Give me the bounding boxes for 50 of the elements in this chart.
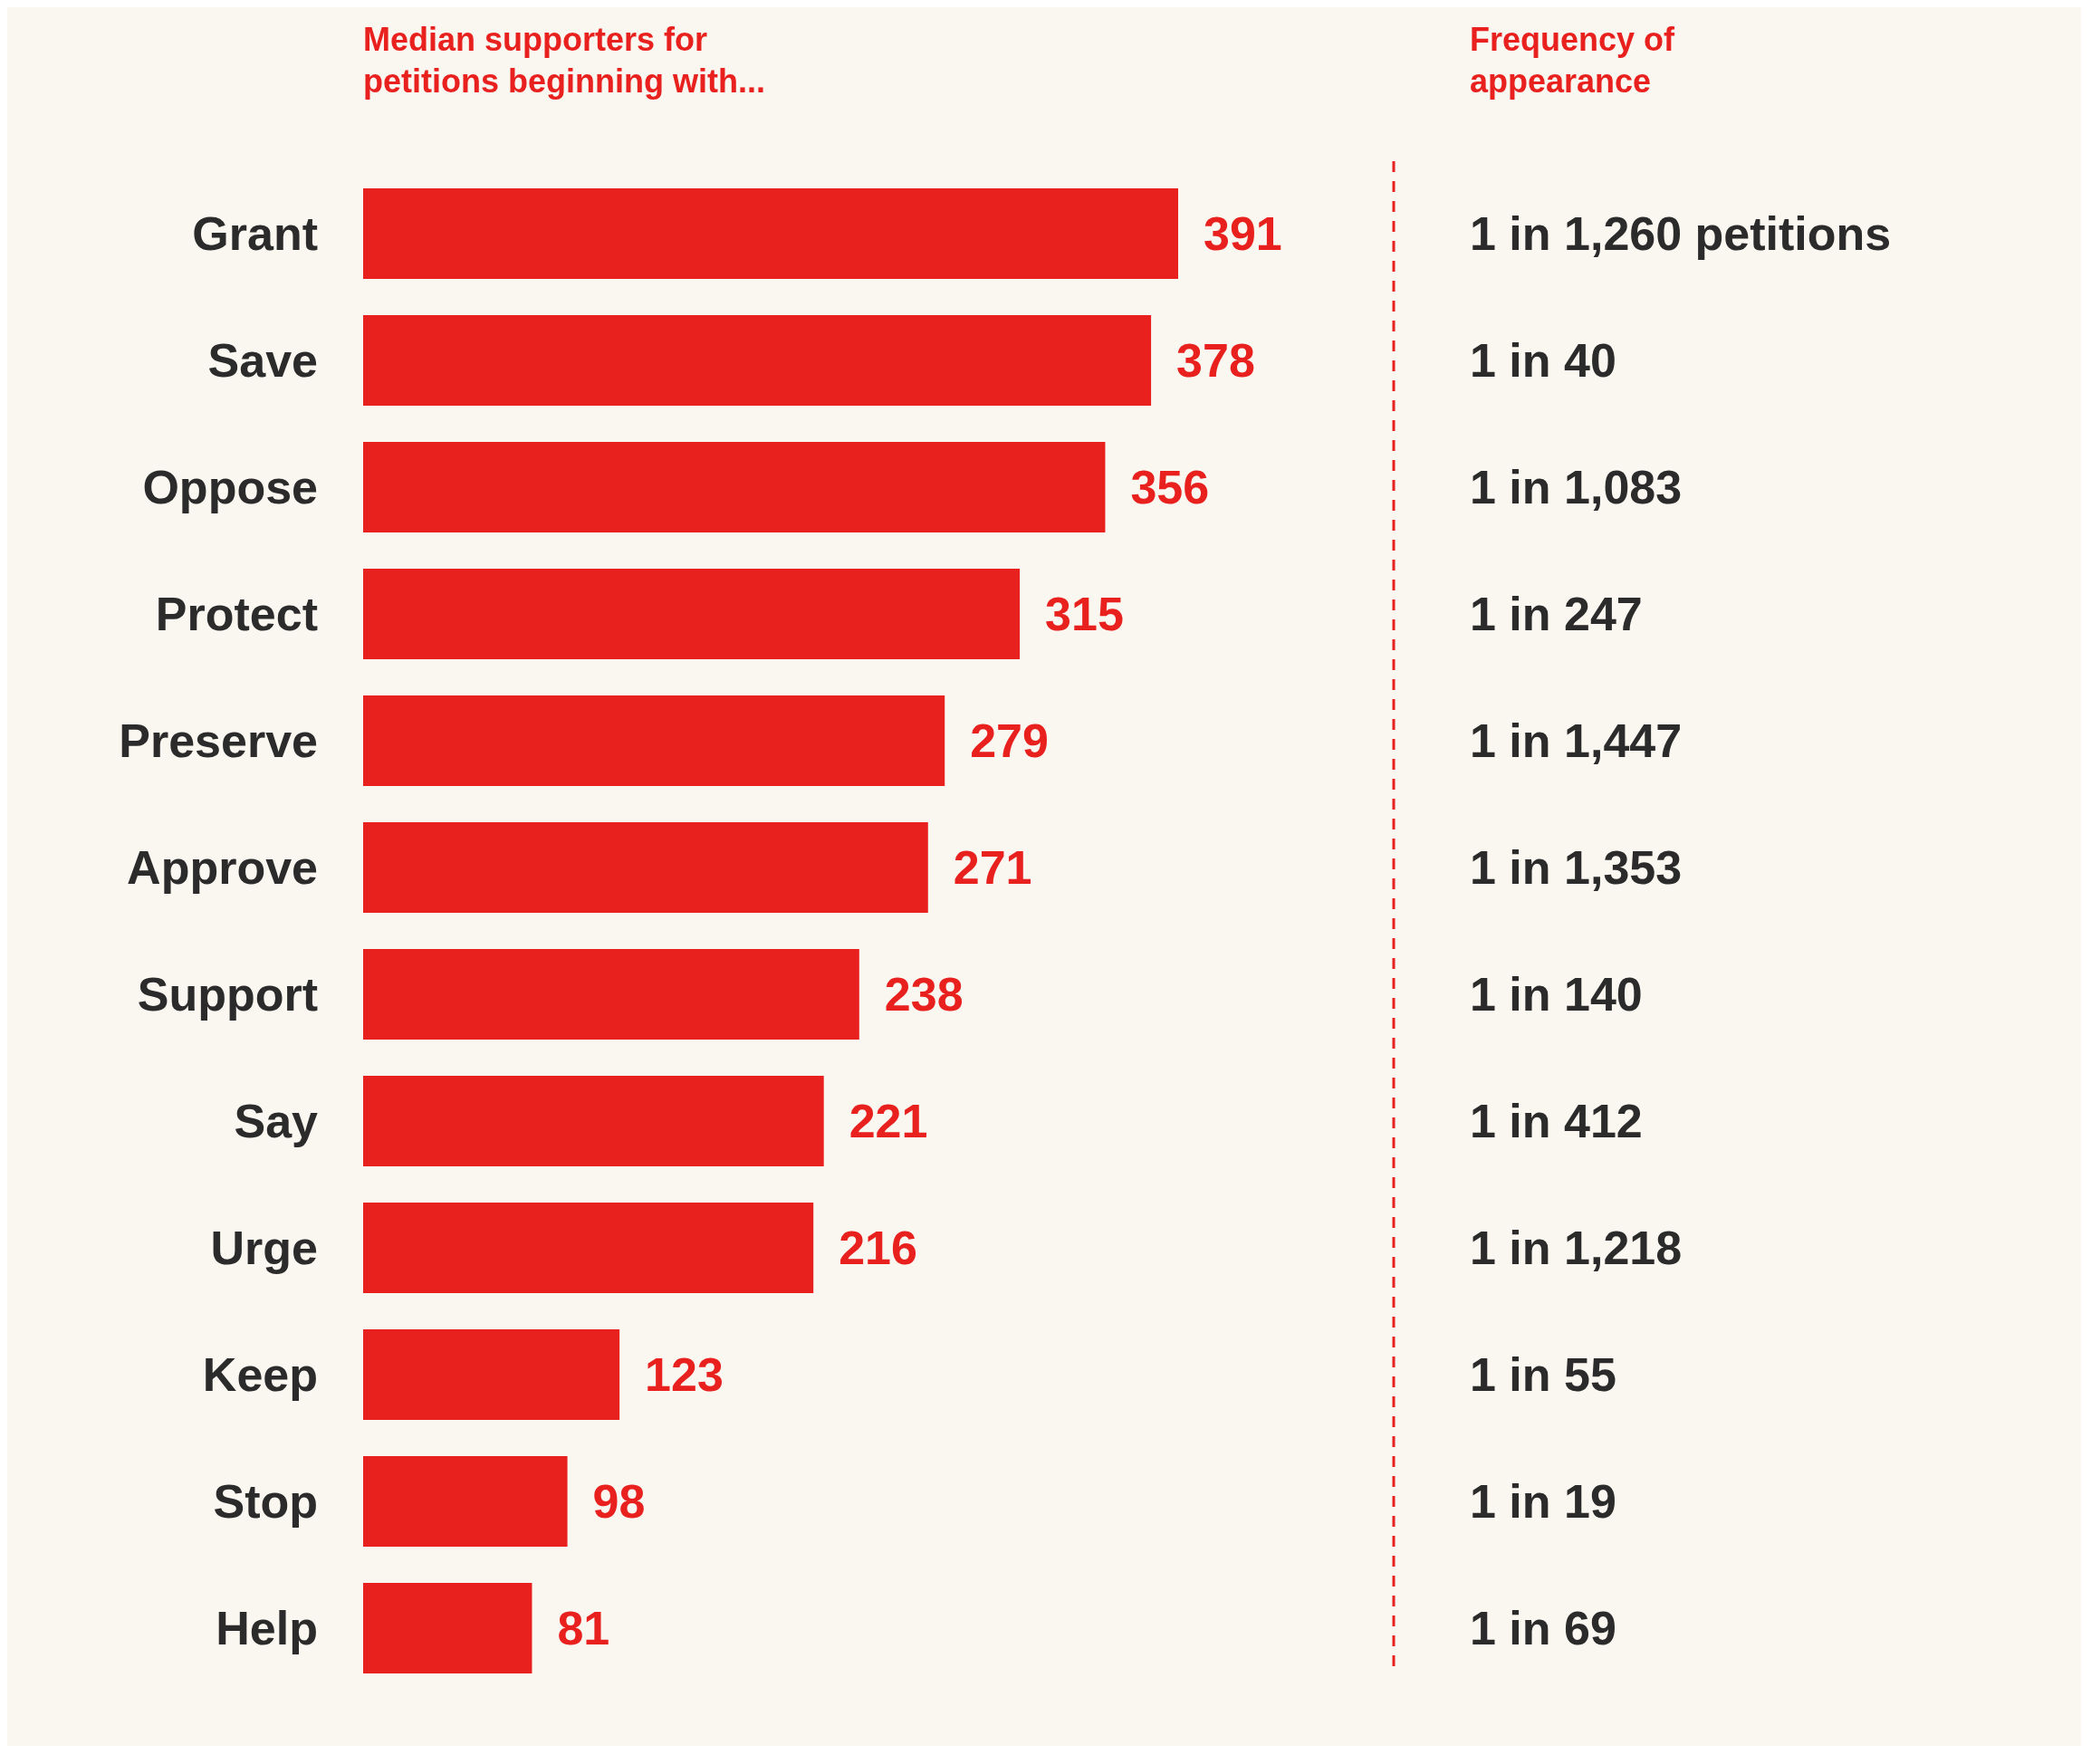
chart-title: Median supporters for petitions beginning with... xyxy=(363,21,765,100)
y-tick-label: Keep xyxy=(202,1348,318,1402)
text: 1 in 1,353 xyxy=(1470,841,1683,895)
y-tick-label: Urge xyxy=(210,1222,318,1275)
text: 1 in 412 xyxy=(1470,1095,1643,1148)
bar xyxy=(363,569,1021,659)
data-label: 356 xyxy=(1130,461,1210,514)
text: Frequency of appearance xyxy=(1470,21,1676,100)
text: 1 in 69 xyxy=(1470,1602,1616,1655)
data-label: 315 xyxy=(1045,588,1124,641)
text: 1 in 1,447 xyxy=(1470,714,1683,768)
y-tick-label: Stop xyxy=(213,1475,318,1529)
data-label: 216 xyxy=(839,1222,917,1275)
text: 1 in 140 xyxy=(1470,968,1643,1021)
data-label: 123 xyxy=(645,1348,724,1402)
data-label: 271 xyxy=(953,841,1032,895)
y-tick-label: Grant xyxy=(192,207,318,261)
bar xyxy=(363,1456,568,1547)
bar xyxy=(363,822,928,913)
text: 1 in 247 xyxy=(1470,588,1643,641)
text: 1 in 19 xyxy=(1470,1475,1616,1529)
bar xyxy=(363,695,945,786)
y-tick-label: Oppose xyxy=(142,461,318,514)
data-label: 391 xyxy=(1204,207,1282,261)
data-label: 279 xyxy=(970,714,1049,768)
data-label: 238 xyxy=(884,968,964,1021)
text: 1 in 1,083 xyxy=(1470,461,1683,514)
text: 1 in 55 xyxy=(1470,1348,1616,1402)
y-tick-label: Help xyxy=(216,1602,318,1655)
data-label: 98 xyxy=(592,1475,646,1529)
bar xyxy=(363,315,1152,406)
y-tick-label: Support xyxy=(137,968,318,1021)
bar xyxy=(363,188,1178,279)
bar xyxy=(363,1329,620,1420)
y-tick-label: Protect xyxy=(155,588,318,641)
text: 1 in 1,218 xyxy=(1470,1222,1683,1275)
bar xyxy=(363,442,1106,532)
y-tick-label: Save xyxy=(207,334,318,388)
y-tick-label: Say xyxy=(234,1095,319,1148)
text: 1 in 1,260 petitions xyxy=(1470,207,1892,261)
data-label: 81 xyxy=(557,1602,610,1655)
bar xyxy=(363,1076,824,1166)
y-tick-label: Preserve xyxy=(119,714,318,768)
data-label: 221 xyxy=(849,1095,928,1148)
bar xyxy=(363,1203,814,1293)
data-label: 378 xyxy=(1176,334,1255,388)
text: 1 in 40 xyxy=(1470,334,1616,388)
y-tick-label: Approve xyxy=(127,841,318,895)
bar xyxy=(363,949,859,1040)
bar xyxy=(363,1583,532,1673)
